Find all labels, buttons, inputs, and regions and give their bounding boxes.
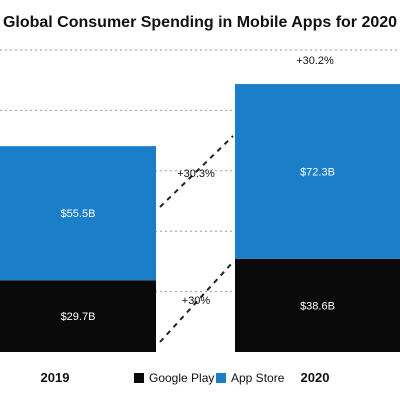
total-growth-label: +30.2% xyxy=(296,55,334,67)
x-tick-labels: 2019 2020 xyxy=(41,370,330,385)
bar-app-store-2019 xyxy=(0,146,156,281)
bar-value-label: $29.7B xyxy=(61,311,96,323)
legend-label-google-play: Google Play xyxy=(149,371,214,385)
bar-value-label: $55.5B xyxy=(61,208,96,220)
x-tick-label: 2019 xyxy=(41,370,70,385)
growth-connectors: +30.3% +30% +30.2% xyxy=(159,55,334,343)
x-tick-label: 2020 xyxy=(301,370,330,385)
chart-title: Global Consumer Spending in Mobile Apps … xyxy=(3,14,397,31)
legend-swatch-app-store xyxy=(216,373,226,383)
google-play-growth-label: +30% xyxy=(182,295,211,307)
legend-label-app-store: App Store xyxy=(231,371,285,385)
bar-google-play-2019 xyxy=(0,280,156,352)
google-play-connector xyxy=(159,261,234,343)
legend: Google Play App Store xyxy=(134,371,285,385)
legend-swatch-google-play xyxy=(134,373,144,383)
bar-value-label: $38.6B xyxy=(300,300,335,312)
app-store-connector xyxy=(159,135,234,208)
bar-labels: $29.7B $55.5B $38.6B $72.3B xyxy=(61,166,335,323)
bar-app-store-2020 xyxy=(235,84,400,259)
app-store-growth-label: +30.3% xyxy=(177,168,215,180)
bars xyxy=(0,84,400,352)
bar-value-label: $72.3B xyxy=(300,166,335,178)
bar-google-play-2020 xyxy=(235,258,400,352)
